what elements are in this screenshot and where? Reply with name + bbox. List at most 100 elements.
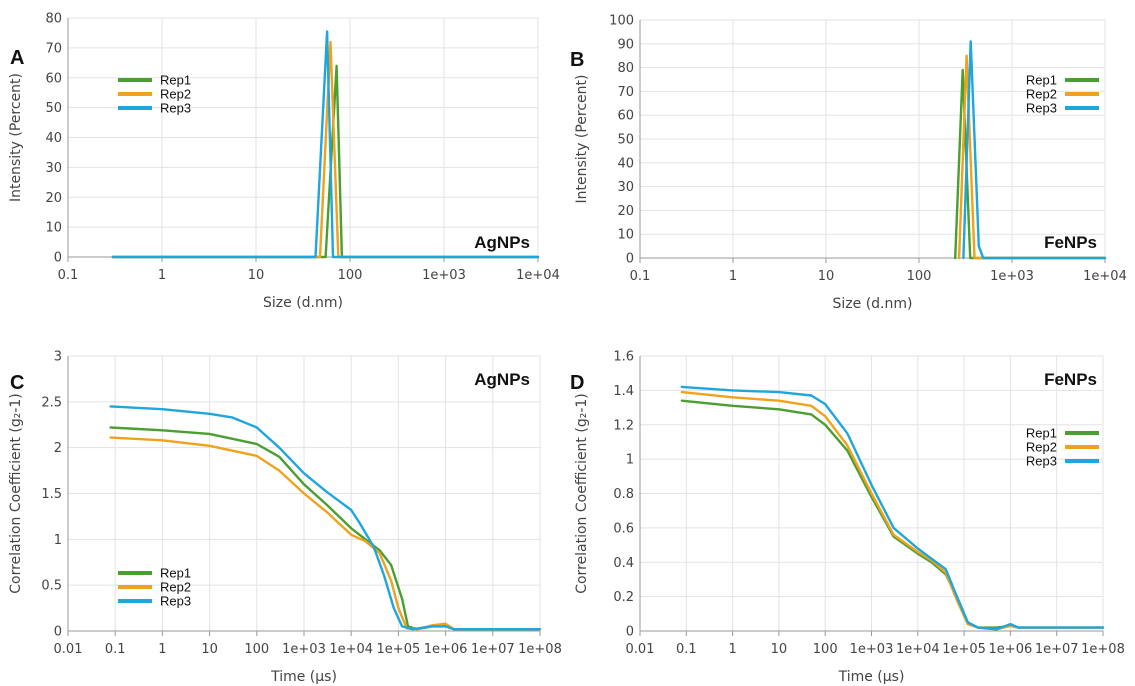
legend-label: Rep1 <box>160 73 191 88</box>
x-axis-title: Time (µs) <box>270 669 337 685</box>
y-tick-label: 30 <box>617 180 634 195</box>
y-tick-label: 0 <box>626 625 634 640</box>
panel-label: A <box>10 47 24 69</box>
y-tick-label: 20 <box>617 204 634 219</box>
y-tick-label: 0.6 <box>613 521 634 536</box>
x-tick-label: 1 <box>729 269 737 284</box>
panel-d: 0 0.2 0.4 0.6 0.8 1 1.2 1.4 1.6 0.01 0.1 1 10 100 1e+0… <box>570 350 1125 686</box>
y-tick-label: 2 <box>54 441 62 456</box>
panel-b: 0 10 20 30 40 50 60 70 80 90 100 0.1 1 10 100 1e+03 1e+0… <box>570 14 1127 313</box>
y-tick-label: 40 <box>45 131 62 146</box>
x-tick-label: 0.1 <box>630 269 651 284</box>
x-tick-label: 100 <box>244 642 269 657</box>
x-tick-label: 0.1 <box>105 642 126 657</box>
x-tick-label: 1e+07 <box>1035 642 1079 657</box>
x-tick-label: 10 <box>201 642 218 657</box>
y-tick-label: 60 <box>45 71 62 86</box>
y-tick-label: 80 <box>617 61 634 76</box>
y-tick-label: 40 <box>617 156 634 171</box>
panel-a: 0 10 20 30 40 50 60 70 80 0.1 1 10 100 1e+03 1e+04 Size… <box>8 12 560 312</box>
y-tick-label: 30 <box>45 161 62 176</box>
y-tick-label: 1 <box>54 533 62 548</box>
x-tick-label: 1e+08 <box>1081 642 1125 657</box>
y-tick-label: 0.5 <box>41 579 62 594</box>
y-tick-label: 3 <box>54 350 62 365</box>
y-tick-label: 80 <box>45 12 62 27</box>
x-tick-label: 1e+04 <box>516 268 560 283</box>
x-tick-label: 0.01 <box>54 642 83 657</box>
y-tick-label: 70 <box>45 41 62 56</box>
y-tick-label: 1.5 <box>41 487 62 502</box>
series-line-rep3 <box>962 40 1107 260</box>
legend-label: Rep3 <box>160 594 191 609</box>
x-tick-label: 1e+07 <box>471 642 515 657</box>
x-tick-label: 10 <box>248 268 265 283</box>
panel-label: C <box>10 372 24 394</box>
x-tick-label: 1e+04 <box>896 642 940 657</box>
y-axis-title: Intensity (Percent) <box>574 75 590 204</box>
legend-label: Rep1 <box>160 566 191 581</box>
x-tick-label: 1e+05 <box>377 642 421 657</box>
x-axis-title: Size (d.nm) <box>833 296 913 312</box>
x-tick-label: 1 <box>728 642 736 657</box>
y-tick-label: 10 <box>617 228 634 243</box>
y-axis-title: Intensity (Percent) <box>8 73 24 202</box>
legend-label: Rep1 <box>1026 426 1057 441</box>
y-tick-label: 10 <box>45 221 62 236</box>
x-axis-title: Time (µs) <box>838 669 905 685</box>
y-tick-label: 50 <box>45 101 62 116</box>
y-tick-label: 20 <box>45 191 62 206</box>
x-tick-label: 0.1 <box>676 642 697 657</box>
y-tick-label: 70 <box>617 85 634 100</box>
panel-c: 0 0.5 1 1.5 2 2.5 3 0.01 0.1 1 10 100 1e+03 1e+04 1e+0… <box>8 350 562 686</box>
x-tick-label: 1e+03 <box>850 642 894 657</box>
y-tick-label: 0.2 <box>613 590 634 605</box>
y-tick-label: 0.8 <box>613 487 634 502</box>
sample-tag: FeNPs <box>1044 370 1097 389</box>
x-tick-label: 1 <box>158 268 166 283</box>
y-axis-title: Correlation Coefficient (g₂-1) <box>574 393 590 594</box>
legend-label: Rep1 <box>1026 73 1057 88</box>
y-tick-label: 100 <box>609 14 634 29</box>
x-tick-label: 1e+03 <box>990 269 1034 284</box>
y-tick-label: 0 <box>54 625 62 640</box>
x-tick-label: 0.1 <box>58 268 79 283</box>
panel-label: D <box>570 372 584 394</box>
legend-label: Rep3 <box>1026 101 1057 116</box>
legend-label: Rep2 <box>160 87 191 102</box>
legend-label: Rep3 <box>1026 454 1057 469</box>
y-tick-label: 1 <box>626 453 634 468</box>
x-tick-label: 100 <box>813 642 838 657</box>
y-tick-label: 1.6 <box>613 350 634 365</box>
sample-tag: FeNPs <box>1044 233 1097 252</box>
legend-label: Rep3 <box>160 101 191 116</box>
series-line-rep3 <box>680 385 1105 631</box>
legend-label: Rep2 <box>1026 440 1057 455</box>
y-tick-label: 0 <box>54 251 62 266</box>
y-tick-label: 0.4 <box>613 556 634 571</box>
x-tick-label: 1e+04 <box>1083 269 1127 284</box>
y-tick-label: 50 <box>617 133 634 148</box>
x-axis-title: Size (d.nm) <box>263 295 343 311</box>
x-tick-label: 10 <box>818 269 835 284</box>
legend-label: Rep2 <box>1026 87 1057 102</box>
y-tick-label: 90 <box>617 37 634 52</box>
panel-label: B <box>570 49 584 71</box>
y-tick-label: 0 <box>626 252 634 267</box>
x-tick-label: 1e+06 <box>424 642 468 657</box>
y-tick-label: 1.4 <box>613 384 634 399</box>
x-tick-label: 1e+03 <box>282 642 326 657</box>
x-tick-label: 1e+08 <box>518 642 562 657</box>
sample-tag: AgNPs <box>474 370 530 389</box>
series-line-rep3 <box>109 405 542 631</box>
x-tick-label: 10 <box>771 642 788 657</box>
x-tick-label: 1e+05 <box>942 642 986 657</box>
x-tick-label: 1e+03 <box>422 268 466 283</box>
x-tick-label: 1e+06 <box>989 642 1033 657</box>
series-line-rep3 <box>111 30 540 259</box>
x-tick-label: 100 <box>338 268 363 283</box>
x-tick-label: 0.01 <box>626 642 655 657</box>
y-tick-label: 1.2 <box>613 418 634 433</box>
legend-label: Rep2 <box>160 580 191 595</box>
